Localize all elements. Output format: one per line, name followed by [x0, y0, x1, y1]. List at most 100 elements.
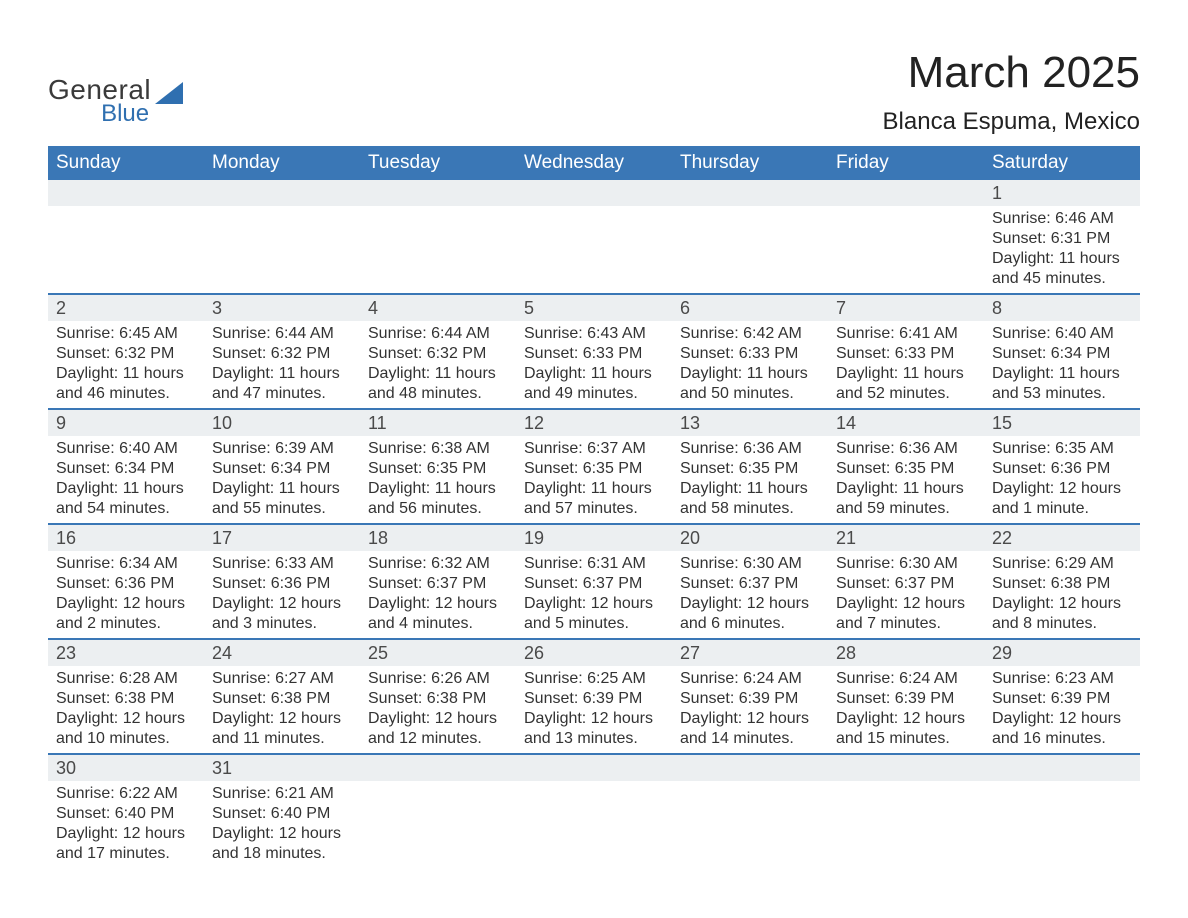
- day-cell: 25Sunrise: 6:26 AMSunset: 6:38 PMDayligh…: [360, 640, 516, 753]
- day-cell: [48, 180, 204, 293]
- sunset-text: Sunset: 6:32 PM: [56, 344, 196, 364]
- sunset-text: Sunset: 6:39 PM: [680, 689, 820, 709]
- sunset-text: Sunset: 6:36 PM: [992, 459, 1132, 479]
- col-header: Wednesday: [516, 146, 672, 180]
- day-cell: 29Sunrise: 6:23 AMSunset: 6:39 PMDayligh…: [984, 640, 1140, 753]
- daylight-text: Daylight: 12 hours and 17 minutes.: [56, 824, 196, 864]
- empty-day: [360, 755, 516, 781]
- day-number: 25: [360, 640, 516, 666]
- sunset-text: Sunset: 6:34 PM: [992, 344, 1132, 364]
- daylight-text: Daylight: 11 hours and 59 minutes.: [836, 479, 976, 519]
- day-cell: 23Sunrise: 6:28 AMSunset: 6:38 PMDayligh…: [48, 640, 204, 753]
- sunrise-text: Sunrise: 6:24 AM: [680, 669, 820, 689]
- daylight-text: Daylight: 12 hours and 12 minutes.: [368, 709, 508, 749]
- sunrise-text: Sunrise: 6:33 AM: [212, 554, 352, 574]
- daylight-text: Daylight: 11 hours and 55 minutes.: [212, 479, 352, 519]
- day-cell: 21Sunrise: 6:30 AMSunset: 6:37 PMDayligh…: [828, 525, 984, 638]
- day-number: 4: [360, 295, 516, 321]
- calendar-header-row: Sunday Monday Tuesday Wednesday Thursday…: [48, 146, 1140, 180]
- sunrise-text: Sunrise: 6:39 AM: [212, 439, 352, 459]
- day-cell: [516, 180, 672, 293]
- sunrise-text: Sunrise: 6:27 AM: [212, 669, 352, 689]
- day-details: Sunrise: 6:41 AMSunset: 6:33 PMDaylight:…: [828, 321, 984, 404]
- day-details: Sunrise: 6:43 AMSunset: 6:33 PMDaylight:…: [516, 321, 672, 404]
- sunset-text: Sunset: 6:35 PM: [836, 459, 976, 479]
- sunset-text: Sunset: 6:33 PM: [836, 344, 976, 364]
- daylight-text: Daylight: 12 hours and 16 minutes.: [992, 709, 1132, 749]
- day-cell: 9Sunrise: 6:40 AMSunset: 6:34 PMDaylight…: [48, 410, 204, 523]
- day-cell: 12Sunrise: 6:37 AMSunset: 6:35 PMDayligh…: [516, 410, 672, 523]
- daylight-text: Daylight: 11 hours and 56 minutes.: [368, 479, 508, 519]
- day-cell: 1Sunrise: 6:46 AMSunset: 6:31 PMDaylight…: [984, 180, 1140, 293]
- sunset-text: Sunset: 6:31 PM: [992, 229, 1132, 249]
- day-cell: [828, 180, 984, 293]
- day-details: Sunrise: 6:42 AMSunset: 6:33 PMDaylight:…: [672, 321, 828, 404]
- sunset-text: Sunset: 6:38 PM: [368, 689, 508, 709]
- day-details: Sunrise: 6:35 AMSunset: 6:36 PMDaylight:…: [984, 436, 1140, 519]
- daylight-text: Daylight: 11 hours and 52 minutes.: [836, 364, 976, 404]
- day-number: 3: [204, 295, 360, 321]
- sunrise-text: Sunrise: 6:37 AM: [524, 439, 664, 459]
- day-details: Sunrise: 6:45 AMSunset: 6:32 PMDaylight:…: [48, 321, 204, 404]
- day-cell: [360, 755, 516, 868]
- day-details: Sunrise: 6:38 AMSunset: 6:35 PMDaylight:…: [360, 436, 516, 519]
- day-cell: 17Sunrise: 6:33 AMSunset: 6:36 PMDayligh…: [204, 525, 360, 638]
- day-number: 10: [204, 410, 360, 436]
- empty-day: [516, 180, 672, 206]
- daylight-text: Daylight: 11 hours and 47 minutes.: [212, 364, 352, 404]
- col-header: Saturday: [984, 146, 1140, 180]
- day-number: 13: [672, 410, 828, 436]
- day-details: Sunrise: 6:23 AMSunset: 6:39 PMDaylight:…: [984, 666, 1140, 749]
- sunset-text: Sunset: 6:37 PM: [836, 574, 976, 594]
- day-cell: 24Sunrise: 6:27 AMSunset: 6:38 PMDayligh…: [204, 640, 360, 753]
- day-number: 16: [48, 525, 204, 551]
- daylight-text: Daylight: 12 hours and 10 minutes.: [56, 709, 196, 749]
- sunset-text: Sunset: 6:38 PM: [212, 689, 352, 709]
- sunset-text: Sunset: 6:40 PM: [56, 804, 196, 824]
- day-number: 9: [48, 410, 204, 436]
- empty-day: [48, 180, 204, 206]
- sunrise-text: Sunrise: 6:40 AM: [992, 324, 1132, 344]
- daylight-text: Daylight: 11 hours and 50 minutes.: [680, 364, 820, 404]
- sunrise-text: Sunrise: 6:29 AM: [992, 554, 1132, 574]
- sunrise-text: Sunrise: 6:21 AM: [212, 784, 352, 804]
- day-number: 23: [48, 640, 204, 666]
- daylight-text: Daylight: 12 hours and 11 minutes.: [212, 709, 352, 749]
- day-details: Sunrise: 6:44 AMSunset: 6:32 PMDaylight:…: [204, 321, 360, 404]
- day-details: Sunrise: 6:40 AMSunset: 6:34 PMDaylight:…: [984, 321, 1140, 404]
- empty-day: [672, 180, 828, 206]
- daylight-text: Daylight: 12 hours and 14 minutes.: [680, 709, 820, 749]
- sunrise-text: Sunrise: 6:30 AM: [680, 554, 820, 574]
- day-details: Sunrise: 6:21 AMSunset: 6:40 PMDaylight:…: [204, 781, 360, 864]
- logo-triangle-icon: [155, 82, 183, 104]
- day-details: Sunrise: 6:24 AMSunset: 6:39 PMDaylight:…: [828, 666, 984, 749]
- sunrise-text: Sunrise: 6:43 AM: [524, 324, 664, 344]
- day-cell: 20Sunrise: 6:30 AMSunset: 6:37 PMDayligh…: [672, 525, 828, 638]
- sunset-text: Sunset: 6:39 PM: [836, 689, 976, 709]
- col-header: Sunday: [48, 146, 204, 180]
- day-details: Sunrise: 6:30 AMSunset: 6:37 PMDaylight:…: [828, 551, 984, 634]
- sunrise-text: Sunrise: 6:45 AM: [56, 324, 196, 344]
- daylight-text: Daylight: 11 hours and 53 minutes.: [992, 364, 1132, 404]
- sunset-text: Sunset: 6:39 PM: [524, 689, 664, 709]
- day-cell: 7Sunrise: 6:41 AMSunset: 6:33 PMDaylight…: [828, 295, 984, 408]
- col-header: Thursday: [672, 146, 828, 180]
- sunrise-text: Sunrise: 6:24 AM: [836, 669, 976, 689]
- day-number: 8: [984, 295, 1140, 321]
- sunrise-text: Sunrise: 6:44 AM: [368, 324, 508, 344]
- day-cell: 16Sunrise: 6:34 AMSunset: 6:36 PMDayligh…: [48, 525, 204, 638]
- sunset-text: Sunset: 6:32 PM: [368, 344, 508, 364]
- day-cell: 8Sunrise: 6:40 AMSunset: 6:34 PMDaylight…: [984, 295, 1140, 408]
- day-cell: [672, 180, 828, 293]
- day-number: 15: [984, 410, 1140, 436]
- empty-day: [984, 755, 1140, 781]
- day-cell: 27Sunrise: 6:24 AMSunset: 6:39 PMDayligh…: [672, 640, 828, 753]
- day-cell: 5Sunrise: 6:43 AMSunset: 6:33 PMDaylight…: [516, 295, 672, 408]
- calendar-week: 30Sunrise: 6:22 AMSunset: 6:40 PMDayligh…: [48, 753, 1140, 868]
- daylight-text: Daylight: 12 hours and 18 minutes.: [212, 824, 352, 864]
- day-number: 28: [828, 640, 984, 666]
- day-details: Sunrise: 6:37 AMSunset: 6:35 PMDaylight:…: [516, 436, 672, 519]
- day-number: 11: [360, 410, 516, 436]
- day-number: 29: [984, 640, 1140, 666]
- daylight-text: Daylight: 12 hours and 8 minutes.: [992, 594, 1132, 634]
